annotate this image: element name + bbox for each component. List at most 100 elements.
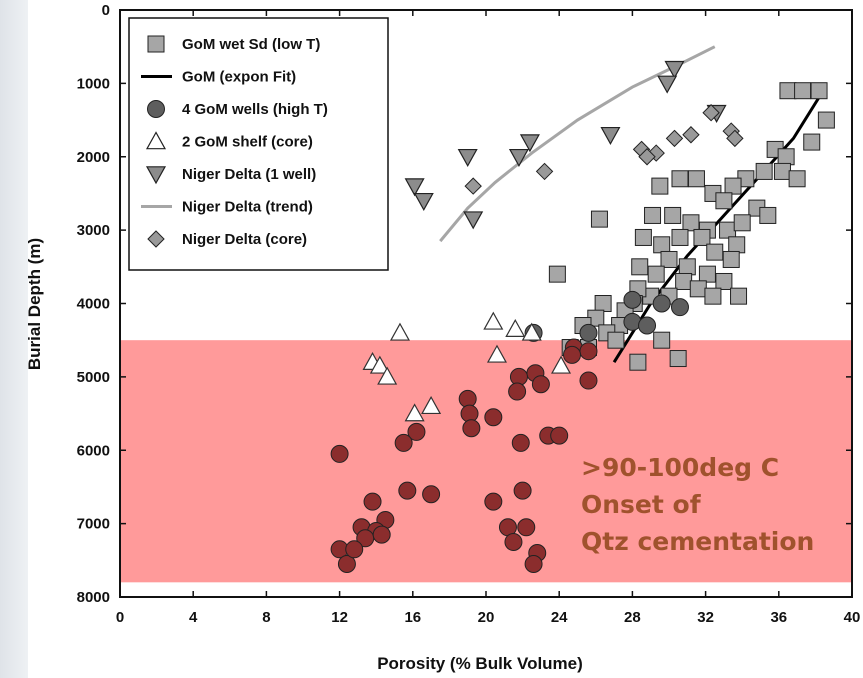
- data-point: [693, 228, 711, 246]
- band-annotation: >90-100deg C Onset of Qtz cementation: [581, 453, 814, 556]
- data-point: [337, 554, 356, 573]
- legend-label: GoM (expon Fit): [182, 69, 296, 86]
- data-point: [394, 433, 413, 452]
- data-point: [687, 170, 705, 188]
- x-tick-label: 0: [116, 609, 124, 626]
- legend-label: GoM wet Sd (low T): [182, 36, 320, 53]
- data-point: [377, 366, 398, 385]
- y-tick-label: 5000: [77, 369, 110, 386]
- data-point: [457, 148, 478, 167]
- data-point: [519, 134, 540, 153]
- data-point: [363, 492, 382, 511]
- data-point: [715, 192, 733, 210]
- legend-label: 4 GoM wells (high T): [182, 101, 328, 118]
- data-point: [600, 126, 621, 145]
- x-tick-label: 8: [262, 609, 270, 626]
- data-point: [759, 206, 777, 224]
- data-point: [657, 75, 678, 94]
- data-point: [623, 290, 642, 309]
- series-points-7: [330, 338, 598, 573]
- data-point: [631, 258, 649, 276]
- data-point: [594, 295, 612, 312]
- data-point: [517, 518, 536, 537]
- data-point: [689, 280, 707, 298]
- data-point: [607, 331, 625, 349]
- data-point: [810, 82, 828, 100]
- data-point: [629, 353, 647, 371]
- data-point: [513, 481, 532, 500]
- data-point: [404, 403, 425, 422]
- data-point: [524, 554, 543, 573]
- y-tick-label: 1000: [77, 75, 110, 92]
- data-point: [730, 287, 748, 305]
- scatter-point-layer: [330, 60, 835, 573]
- data-point: [535, 162, 554, 181]
- series-points-3: [362, 311, 572, 422]
- legend-label: Niger Delta (core): [182, 231, 307, 248]
- data-point: [413, 192, 434, 212]
- data-point: [345, 540, 364, 559]
- data-point: [484, 492, 503, 511]
- data-point: [698, 265, 716, 283]
- data-point: [664, 206, 682, 224]
- y-tick-label: 3000: [77, 222, 110, 239]
- annotation-line: >90-100deg C: [581, 453, 779, 482]
- data-point: [531, 375, 550, 394]
- data-point: [682, 214, 700, 232]
- data-point: [653, 331, 671, 349]
- data-point: [755, 162, 773, 180]
- series-points-6: [464, 104, 744, 195]
- x-axis-title: Porosity (% Bulk Volume): [377, 654, 583, 673]
- legend: GoM wet Sd (low T) GoM (expon Fit) 4 GoM w…: [128, 17, 389, 271]
- data-point: [638, 316, 657, 335]
- data-point: [422, 485, 441, 504]
- data-point: [653, 236, 671, 254]
- y-tick-label: 6000: [77, 442, 110, 459]
- highlight-band-layer: [120, 340, 852, 583]
- data-point: [505, 318, 526, 337]
- data-point: [548, 265, 566, 283]
- data-point: [706, 243, 724, 261]
- data-point: [722, 250, 740, 268]
- data-point: [682, 126, 700, 144]
- data-point: [369, 355, 390, 374]
- data-point: [664, 60, 685, 79]
- x-tick-label: 20: [478, 609, 495, 626]
- data-point: [665, 129, 684, 148]
- data-point: [421, 395, 442, 415]
- data-point: [719, 221, 737, 239]
- data-point: [652, 294, 671, 313]
- data-point: [779, 82, 797, 100]
- legend-label: 2 GoM shelf (core): [182, 134, 313, 151]
- data-point: [563, 345, 582, 364]
- data-point: [670, 298, 689, 317]
- data-point: [634, 228, 652, 246]
- data-point: [404, 178, 425, 197]
- annotation-line: Onset of: [581, 490, 702, 519]
- data-point: [579, 323, 598, 342]
- legend-marker: [147, 100, 165, 118]
- x-tick-label: 24: [551, 609, 568, 626]
- data-point: [794, 82, 812, 100]
- y-tick-label: 2000: [77, 149, 110, 166]
- data-point: [484, 408, 503, 427]
- data-point: [398, 481, 417, 500]
- series-points-2: [524, 290, 689, 342]
- data-point: [508, 382, 527, 401]
- data-point: [483, 311, 504, 330]
- data-point: [590, 210, 608, 228]
- data-point: [551, 355, 572, 374]
- data-point: [675, 272, 693, 290]
- data-point: [803, 133, 821, 151]
- legend-label: Niger Delta (1 well): [182, 166, 316, 183]
- data-point: [550, 426, 569, 445]
- legend-marker: [145, 131, 167, 150]
- legend-marker: [145, 166, 167, 185]
- legend-marker: [147, 230, 165, 248]
- data-point: [464, 177, 482, 195]
- data-point: [671, 228, 689, 246]
- x-tick-label: 36: [770, 609, 787, 626]
- data-point: [817, 111, 835, 129]
- x-tick-label: 40: [844, 609, 861, 626]
